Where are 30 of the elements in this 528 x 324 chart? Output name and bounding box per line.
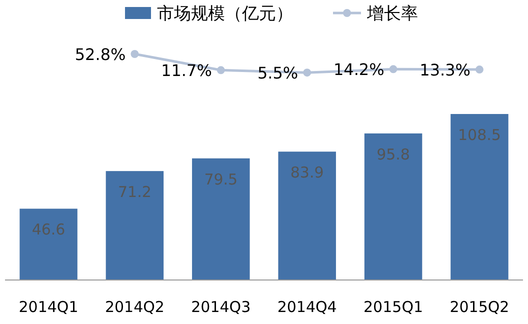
bar [364,133,422,280]
x-tick-label: 2015Q2 [450,298,510,316]
data-label: 108.5 [458,126,501,144]
point [303,68,312,77]
data-label: 79.5 [204,170,238,188]
legend-label: 增长率 [366,4,418,24]
bar [192,158,250,280]
x-tick-label: 2014Q4 [277,298,337,316]
point [389,65,398,74]
x-tick-label: 2014Q2 [104,298,164,316]
data-label: 83.9 [290,164,324,182]
bar [20,208,78,280]
point [475,66,484,74]
data-label: 71.2 [118,183,152,202]
x-tick-label: 2015Q1 [364,298,424,316]
data-label: 11.7% [161,61,212,80]
x-tick-label: 2014Q1 [18,298,78,316]
x-tick-label: 2014Q3 [191,298,251,316]
point [130,50,139,58]
data-label: 95.8 [376,145,410,164]
data-label: 5.5% [257,64,298,83]
data-label: 13.3% [420,60,470,80]
bar [450,114,508,280]
bar [278,152,336,280]
bar [106,171,164,280]
data-label: 52.8% [74,45,126,64]
legend-label: 市场规模（亿元） [157,4,293,24]
point [216,66,225,74]
data-label: 14.2% [333,60,384,80]
data-label: 46.6 [32,220,66,239]
